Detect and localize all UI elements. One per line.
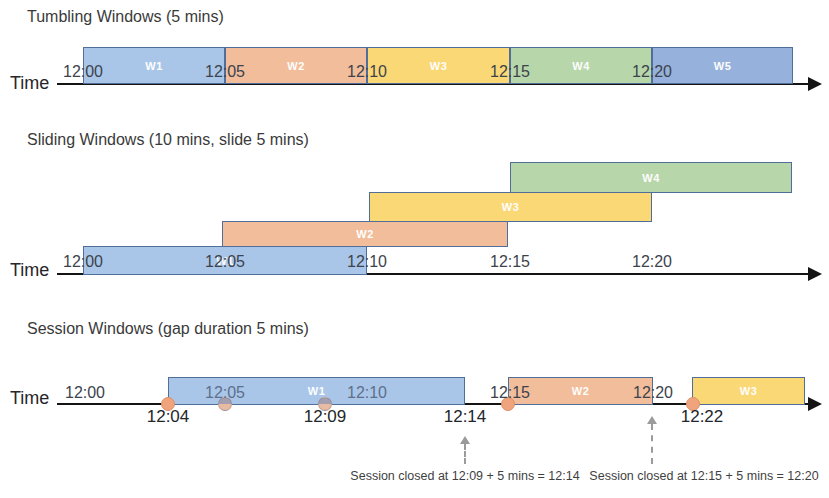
session-event-time-1222: 12:22 [681, 407, 724, 427]
session-callout-2-arrowhead-icon [647, 416, 657, 424]
tumbling-tick-1200: 12:00 [63, 63, 103, 81]
session-tick-1210: 12:10 [347, 384, 387, 402]
axis-arrowhead-icon [808, 397, 822, 411]
session-window-w3: W3 [692, 377, 805, 405]
diagram-canvas: Tumbling Windows (5 mins) Time Sliding W… [0, 0, 829, 498]
sliding-tick-1205: 12:05 [205, 253, 245, 271]
tumbling-tick-1205: 12:05 [205, 63, 245, 81]
tumbling-window-w2: W2 [225, 47, 367, 84]
session-window-label-w3: W3 [740, 385, 758, 397]
sliding-window-label-w3: W3 [502, 201, 520, 213]
session-event-time-1214: 12:14 [444, 407, 487, 427]
sliding-window-w2: W2 [222, 221, 508, 247]
tumbling-window-label-w1: W1 [145, 60, 163, 72]
sliding-tick-1200: 12:00 [63, 253, 103, 271]
tumbling-window-label-w3: W3 [430, 60, 448, 72]
tumbling-tick-1220: 12:20 [632, 63, 672, 81]
sliding-tick-1210: 12:10 [347, 253, 387, 271]
session-tick-1215: 12:15 [490, 384, 530, 402]
axis-arrowhead-icon [808, 267, 822, 281]
session-callout-1-text: Session closed at 12:09 + 5 mins = 12:14 [350, 469, 579, 483]
session-callout-2-text: Session closed at 12:15 + 5 mins = 12:20 [589, 469, 818, 483]
tumbling-time-axis-label: Time [10, 73, 49, 94]
session-callout-2-dashed-line [651, 424, 653, 464]
tumbling-window-label-w2: W2 [287, 60, 305, 72]
session-tick-1205: 12:05 [205, 384, 245, 402]
sliding-tick-1220: 12:20 [632, 253, 672, 271]
session-window-label-w2: W2 [572, 385, 590, 397]
axis-arrowhead-icon [808, 77, 822, 91]
tumbling-window-w1: W1 [83, 47, 225, 84]
session-callout-1-dashed-line [464, 444, 466, 464]
tumbling-window-w4: W4 [510, 47, 652, 84]
sliding-title: Sliding Windows (10 mins, slide 5 mins) [27, 131, 309, 149]
session-callout-1-arrowhead-icon [460, 436, 470, 444]
session-tick-1200: 12:00 [65, 384, 105, 402]
session-event-time-1204: 12:04 [147, 407, 190, 427]
sliding-window-w4: W4 [510, 162, 792, 193]
sliding-time-axis-label: Time [10, 260, 49, 281]
tumbling-window-label-w5: W5 [714, 60, 732, 72]
sliding-window-label-w4: W4 [642, 172, 660, 184]
tumbling-window-w3: W3 [367, 47, 510, 84]
session-window-label-w1: W1 [308, 385, 326, 397]
tumbling-window-w5: W5 [652, 47, 793, 84]
session-event-time-1209: 12:09 [304, 407, 347, 427]
session-time-axis-label: Time [10, 388, 49, 409]
tumbling-window-label-w4: W4 [572, 60, 590, 72]
sliding-tick-1215: 12:15 [490, 253, 530, 271]
session-title: Session Windows (gap duration 5 mins) [27, 320, 309, 338]
session-tick-1220: 12:20 [633, 384, 673, 402]
tumbling-tick-1215: 12:15 [490, 63, 530, 81]
tumbling-title: Tumbling Windows (5 mins) [27, 8, 224, 26]
sliding-window-w3: W3 [369, 192, 652, 222]
sliding-window-label-w2: W2 [356, 228, 374, 240]
tumbling-tick-1210: 12:10 [347, 63, 387, 81]
